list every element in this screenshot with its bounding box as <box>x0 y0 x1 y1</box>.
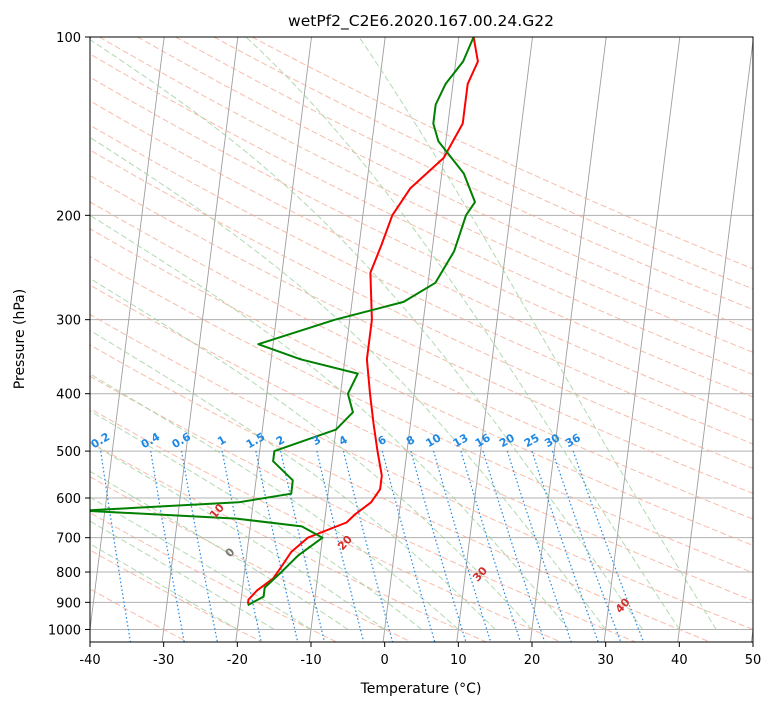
y-tick-label: 500 <box>56 445 81 460</box>
mixing-ratio-line <box>433 450 492 642</box>
y-tick-label: 900 <box>56 596 81 611</box>
mixing-ratio-line <box>381 450 436 642</box>
mixing-ratio-lines <box>100 450 645 642</box>
moist-adiabat-line <box>245 37 680 630</box>
dry-adiabat-line <box>90 201 753 520</box>
mixing-ratio-line <box>342 450 394 642</box>
isotherm-line <box>603 37 681 642</box>
mixing-ratio-line <box>482 450 546 642</box>
x-tick-label: 40 <box>671 653 688 668</box>
mixing-ratio-line <box>255 450 299 642</box>
y-tick-label: 200 <box>56 209 81 224</box>
mixing-ratio-line <box>180 450 218 642</box>
mixing-ratio-line <box>572 450 645 642</box>
y-tick-label: 600 <box>56 492 81 507</box>
x-tick-label: 50 <box>745 653 762 668</box>
moist-adiabat-line <box>90 277 533 630</box>
moist-adiabats <box>90 37 717 630</box>
dry-adiabat-line <box>90 53 753 376</box>
y-tick-label: 800 <box>56 566 81 581</box>
y-tick-label: 100 <box>56 31 81 46</box>
dry-adiabat-line <box>90 76 753 398</box>
dry-adiabat-line <box>175 37 753 311</box>
mixing-ratio-line <box>410 450 467 642</box>
dry-adiabat-line <box>90 124 753 445</box>
x-tick-label: 30 <box>597 653 614 668</box>
y-tick-label: 700 <box>56 532 81 547</box>
dry-adiabat-line <box>99 37 753 353</box>
x-tick-label: 10 <box>450 653 467 668</box>
mixing-ratio-line <box>531 450 599 642</box>
moist-adiabat-line <box>358 37 717 630</box>
isotherm-line <box>90 37 165 634</box>
moist-adiabat-line <box>90 136 607 630</box>
x-tick-label: -30 <box>153 653 174 668</box>
moist-adiabat-line <box>90 543 238 630</box>
plot-area: -100-90-80-70-60-50-40-30-20-10010203040… <box>90 37 753 642</box>
dewpoint-profile-line <box>90 37 476 607</box>
x-tick-label: 0 <box>381 653 389 668</box>
isotherm-line <box>456 37 533 642</box>
mixing-ratio-line <box>316 450 365 642</box>
x-tick-label: 20 <box>524 653 541 668</box>
mixing-ratio-line <box>280 450 326 642</box>
profile-series <box>90 37 479 607</box>
x-tick-label: -40 <box>79 653 100 668</box>
y-tick-label: 400 <box>56 388 81 403</box>
mixing-ratio-line <box>150 451 185 642</box>
dry-adiabat-line <box>90 512 337 642</box>
mixing-ratio-line <box>100 451 132 642</box>
isobar-gridlines <box>90 37 753 630</box>
moist-adiabat-line <box>90 520 275 630</box>
dry-adiabats <box>90 37 753 642</box>
isotherm-line <box>161 37 239 642</box>
dry-adiabat-line <box>90 100 753 421</box>
dry-adiabat-line <box>90 149 753 469</box>
moist-adiabat-line <box>90 470 349 630</box>
x-tick-label: -10 <box>300 653 321 668</box>
dry-adiabat-line <box>90 344 711 642</box>
dry-adiabat-line <box>213 37 753 290</box>
temperature-profile-line <box>246 37 479 604</box>
dry-adiabat-line <box>251 37 753 270</box>
moist-adiabat-line <box>90 410 422 630</box>
chart-title: wetPf2_C2E6.2020.167.00.24.G22 <box>288 12 554 31</box>
x-axis-ticks: -40 -30 -20 -10 0 10 20 30 40 50 <box>79 642 761 668</box>
dry-adiabat-line <box>90 228 753 546</box>
mixing-ratio-line <box>551 450 622 642</box>
dry-adiabat-line <box>90 407 561 642</box>
moist-adiabat-line <box>90 39 643 630</box>
isotherm-line <box>677 37 753 642</box>
isotherm-line <box>382 37 460 642</box>
moist-adiabat-line <box>90 373 459 630</box>
mixing-ratio-line <box>506 450 572 642</box>
dry-adiabat-line <box>90 256 753 574</box>
x-tick-label: -20 <box>227 653 248 668</box>
mixing-ratio-line <box>221 450 262 642</box>
y-tick-label: 300 <box>56 314 81 329</box>
plot-frame <box>89 36 754 643</box>
y-axis-label: Pressure (hPa) <box>12 289 28 389</box>
moist-adiabat-line <box>90 329 496 630</box>
y-axis-ticks: 100 200 300 400 500 600 700 800 900 1000 <box>48 31 90 638</box>
moist-adiabat-line <box>90 214 570 630</box>
moist-adiabat-line <box>90 442 385 630</box>
dry-adiabat-line <box>90 441 487 642</box>
y-tick-label: 1000 <box>48 623 81 638</box>
mixing-ratio-line <box>460 450 522 642</box>
dry-adiabat-line <box>90 313 753 631</box>
x-axis-label: Temperature (°C) <box>360 681 482 697</box>
